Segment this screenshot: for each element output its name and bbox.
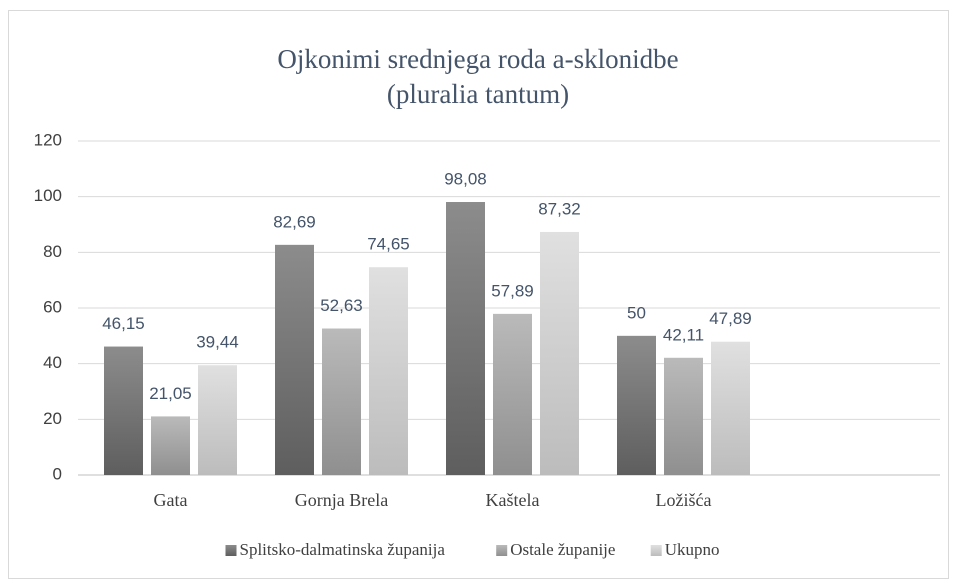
y-tick-label: 60	[43, 297, 62, 316]
bar	[322, 328, 361, 475]
y-tick-label: 80	[43, 242, 62, 261]
legend-swatch	[650, 545, 662, 556]
legend-swatch	[225, 545, 237, 556]
y-tick-label: 0	[53, 464, 62, 483]
legend-label: Ukupno	[665, 540, 720, 559]
chart-subtitle: (pluralia tantum)	[387, 79, 569, 109]
data-label: 50	[627, 303, 646, 322]
bar	[275, 244, 314, 475]
x-tick-label: Gornja Brela	[295, 490, 388, 510]
data-label: 74,65	[367, 235, 410, 254]
legend-swatch	[496, 545, 508, 556]
bar	[369, 267, 408, 475]
data-label: 57,89	[491, 281, 534, 300]
bar	[104, 346, 143, 475]
bar	[493, 313, 532, 475]
data-label: 42,11	[663, 325, 704, 344]
x-tick-label: Kaštela	[486, 490, 540, 510]
bar	[617, 335, 656, 475]
bar	[198, 365, 237, 475]
bar	[540, 231, 579, 475]
data-label: 52,63	[320, 296, 363, 315]
data-label: 39,44	[196, 333, 239, 352]
bar	[151, 416, 190, 475]
data-label: 47,89	[709, 309, 752, 328]
y-tick-label: 40	[43, 353, 62, 372]
bar	[711, 341, 750, 475]
data-label: 21,05	[149, 384, 192, 403]
bar	[664, 357, 703, 475]
bar	[446, 202, 485, 475]
data-label: 82,69	[273, 212, 316, 231]
legend-label: Splitsko-dalmatinska županija	[240, 540, 446, 559]
legend-label: Ostale županije	[510, 540, 615, 559]
y-tick-label: 100	[34, 186, 62, 205]
y-tick-label: 120	[34, 130, 62, 149]
data-label: 98,08	[444, 169, 487, 188]
data-label: 87,32	[538, 199, 581, 218]
x-tick-label: Ložišća	[656, 490, 712, 510]
x-tick-label: Gata	[154, 490, 188, 510]
data-label: 46,15	[102, 314, 145, 333]
y-tick-label: 20	[43, 409, 62, 428]
chart-title: Ojkonimi srednjega roda a-sklonidbe	[277, 44, 678, 74]
